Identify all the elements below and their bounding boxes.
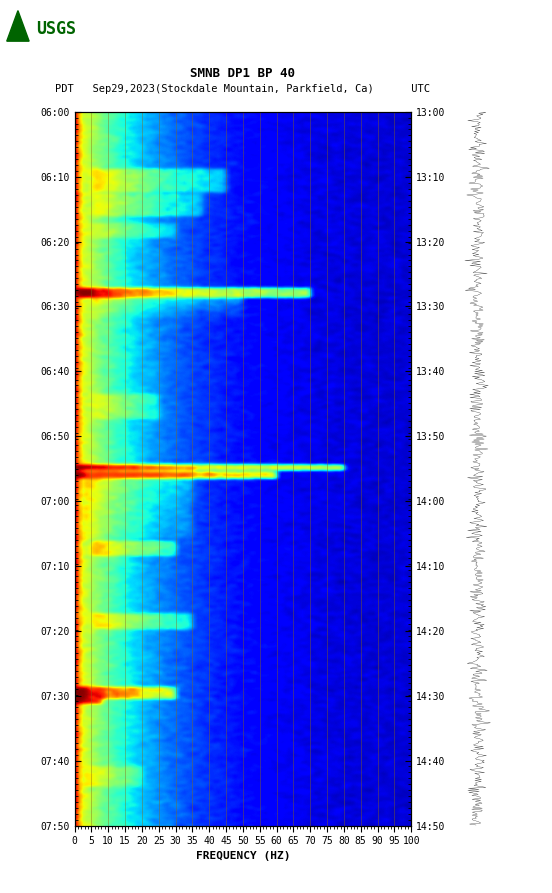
X-axis label: FREQUENCY (HZ): FREQUENCY (HZ) [195, 851, 290, 861]
Polygon shape [7, 11, 29, 41]
Text: PDT   Sep29,2023(Stockdale Mountain, Parkfield, Ca)      UTC: PDT Sep29,2023(Stockdale Mountain, Parkf… [55, 84, 431, 95]
Text: SMNB DP1 BP 40: SMNB DP1 BP 40 [190, 67, 295, 79]
Text: USGS: USGS [36, 20, 76, 38]
